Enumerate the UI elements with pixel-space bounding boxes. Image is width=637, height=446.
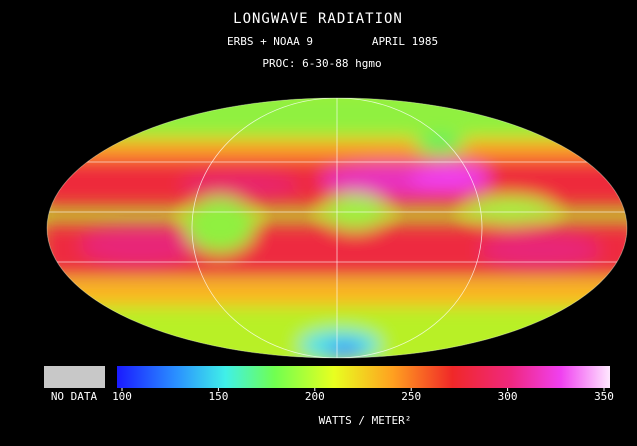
date: APRIL 1985	[372, 35, 438, 48]
tick-label: 300	[498, 390, 518, 403]
tick-label: 150	[208, 390, 228, 403]
processing: PROC: 6-30-88 hgmo	[262, 57, 381, 70]
tick-label: 100	[112, 390, 132, 403]
tick-label: 350	[594, 390, 614, 403]
tick-label: 250	[401, 390, 421, 403]
map-outline	[46, 97, 628, 359]
unit-label: WATTS / METER²	[319, 414, 412, 427]
color-scale	[117, 366, 610, 388]
map	[47, 98, 627, 358]
no-data-swatch	[44, 366, 105, 388]
title: LONGWAVE RADIATION	[233, 11, 403, 27]
tick-label: 200	[305, 390, 325, 403]
no-data-label: NO DATA	[51, 390, 98, 403]
instruments: ERBS + NOAA 9	[227, 35, 313, 48]
